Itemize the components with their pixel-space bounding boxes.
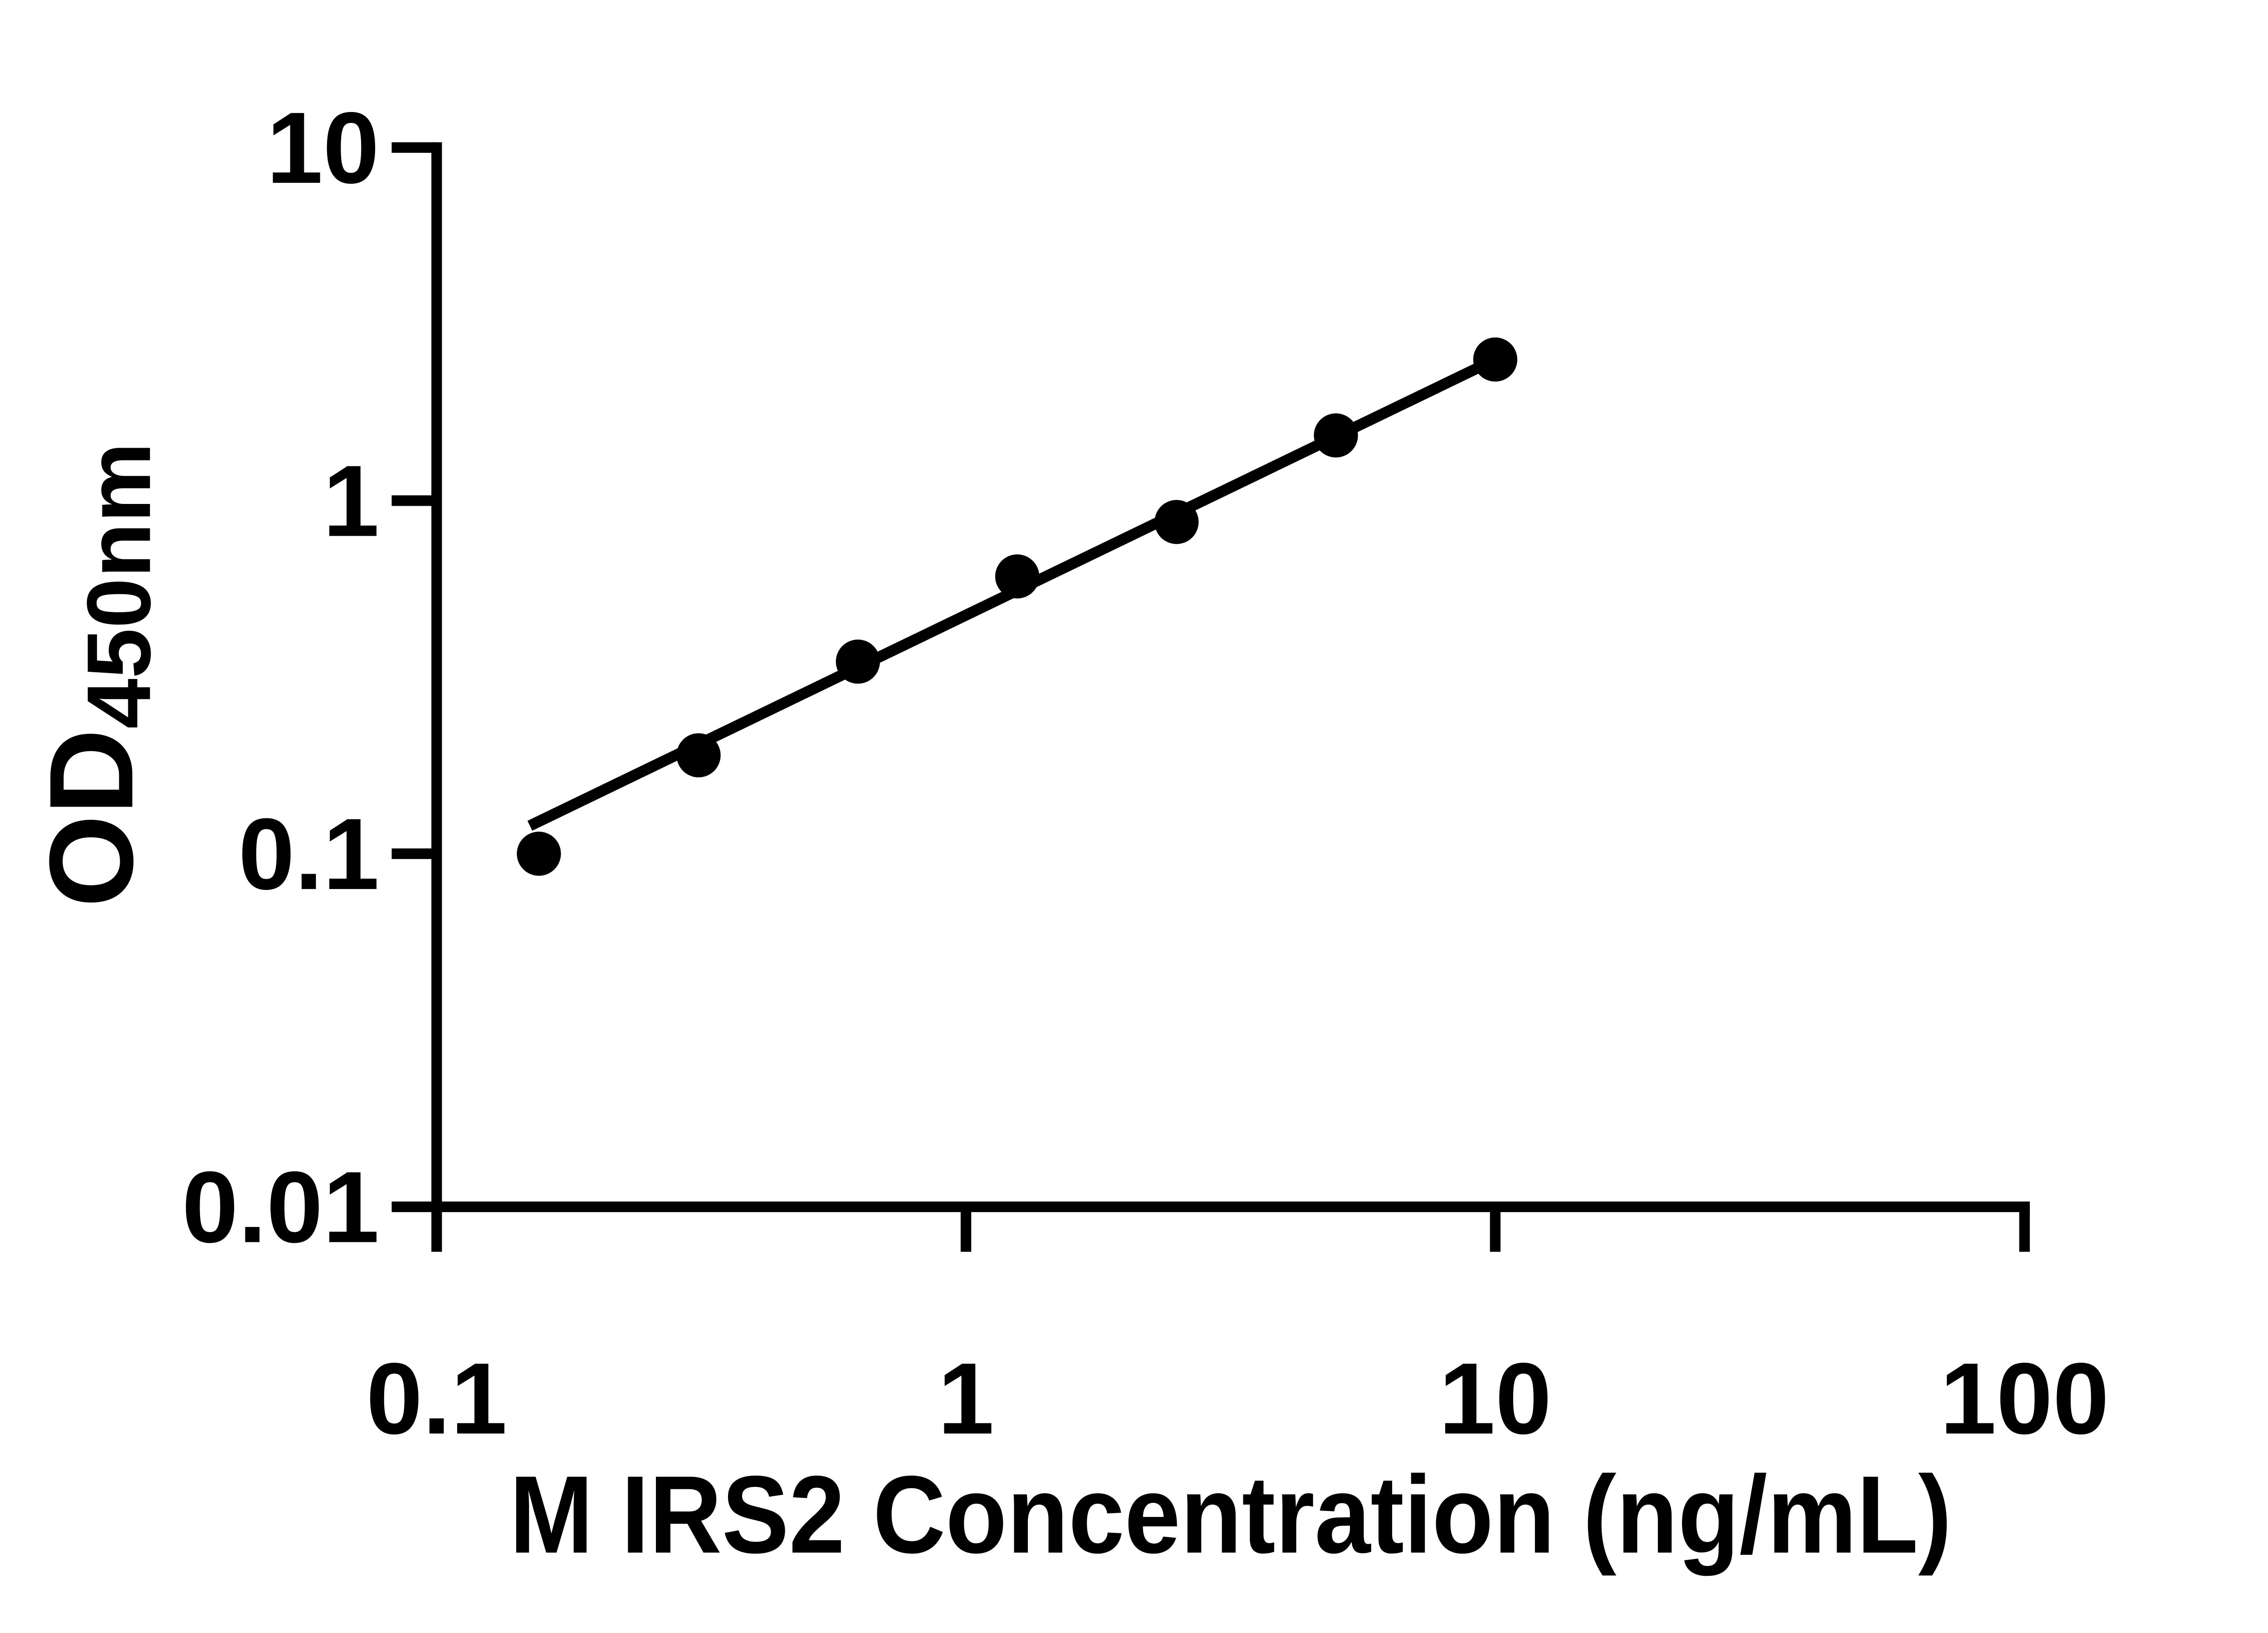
y-tick-label: 1 — [323, 445, 379, 557]
x-tick-label: 10 — [1439, 1342, 1552, 1455]
data-point — [836, 639, 880, 684]
data-point — [1154, 500, 1199, 544]
y-axis-title-sub: 450nm — [69, 442, 170, 729]
y-tick-label: 0.1 — [238, 798, 379, 911]
x-tick-label: 1 — [938, 1342, 994, 1455]
x-tick-label: 0.1 — [366, 1342, 507, 1455]
plot-area: 0.1 1 10 100 10 1 0.1 0.01 — [182, 92, 2109, 1455]
data-point — [517, 831, 561, 876]
y-axis-title: OD450nm — [24, 442, 170, 907]
data-point — [676, 733, 721, 777]
x-tick-label: 100 — [1940, 1342, 2109, 1455]
chart-canvas: 0.1 1 10 100 10 1 0.1 0.01 M IRS2 Concentration… — [24, 92, 2109, 1576]
data-point — [1314, 413, 1358, 458]
y-tick-label: 0.01 — [182, 1151, 379, 1264]
x-axis-title: M IRS2 Concentration (ng/mL) — [509, 1453, 1952, 1576]
y-axis-title-main: OD — [24, 729, 158, 908]
y-tick-label: 10 — [267, 92, 380, 205]
elisa-standard-curve-figure: 0.1 1 10 100 10 1 0.1 0.01 M IRS2 Concentration… — [24, 92, 2109, 1576]
data-point — [995, 554, 1040, 599]
data-point — [1473, 337, 1518, 382]
